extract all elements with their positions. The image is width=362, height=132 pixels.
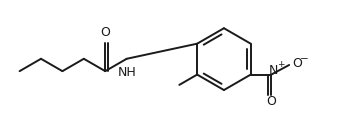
Text: NH: NH: [118, 66, 137, 79]
Text: +: +: [277, 60, 285, 69]
Text: O: O: [266, 95, 276, 108]
Text: O: O: [292, 57, 302, 70]
Text: N: N: [269, 64, 278, 77]
Text: −: −: [300, 54, 309, 64]
Text: O: O: [100, 26, 110, 39]
